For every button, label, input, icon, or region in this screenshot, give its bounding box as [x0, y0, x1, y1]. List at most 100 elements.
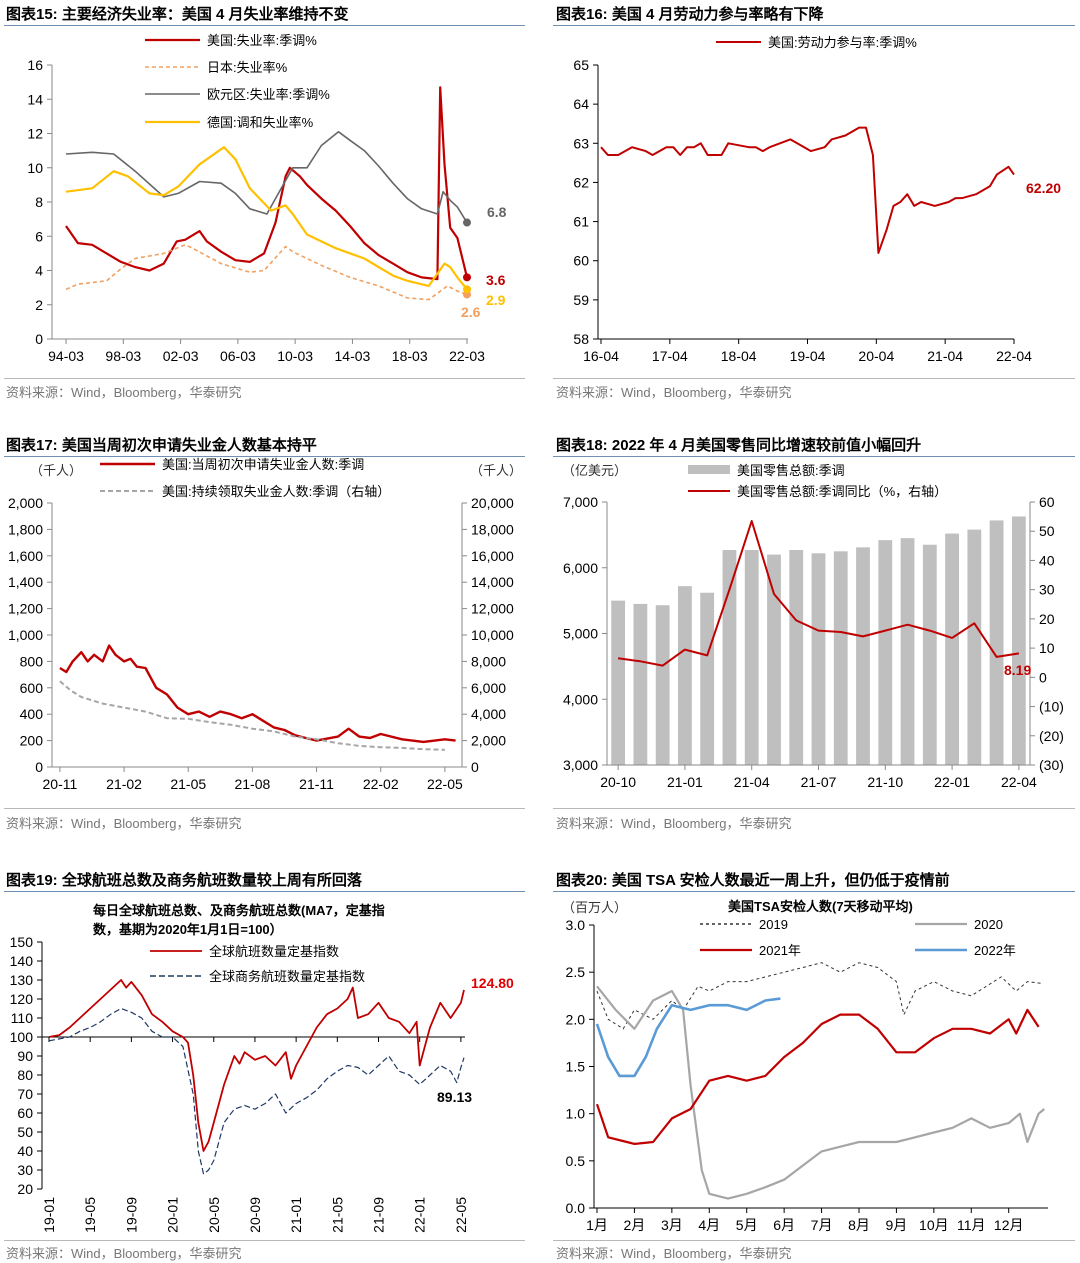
- y-tick-label: 60: [573, 253, 589, 269]
- y2-tick-label: 20: [1039, 611, 1055, 627]
- x-tick-label: 22-04: [1001, 774, 1037, 790]
- y2-tick-label: 50: [1039, 523, 1055, 539]
- value-annotation: 8.19: [1004, 662, 1031, 678]
- x-tick-label: 4月: [698, 1217, 720, 1233]
- x-tick-label: 1月: [586, 1217, 608, 1233]
- chart15-source: 资料来源：Wind，Bloomberg，华泰研究: [6, 385, 242, 400]
- x-tick-label: 14-03: [335, 348, 371, 364]
- chart18-bar: [1011, 516, 1026, 765]
- y2-tick-label: 10: [1039, 640, 1055, 656]
- chart17-source-divider: [4, 808, 525, 809]
- y-tick-label: 150: [10, 934, 34, 950]
- chart15-series-line: [65, 131, 468, 224]
- x-tick-label: 17-04: [652, 348, 688, 364]
- chart20-series-line: [595, 1008, 1040, 1146]
- y2-tick-label: 18,000: [471, 521, 514, 537]
- x-tick-label: 22-01: [934, 774, 970, 790]
- y-tick-label: 70: [17, 1086, 33, 1102]
- y-tick-label: 0: [35, 331, 43, 347]
- y-tick-label: 63: [573, 135, 589, 151]
- chart18-bar: [922, 544, 937, 765]
- chart18-bar: [722, 549, 737, 765]
- x-tick-label: 22-02: [363, 776, 399, 792]
- value-annotation: 2.9: [486, 292, 506, 308]
- x-tick-label: 21-04: [734, 774, 770, 790]
- x-tick-label: 2月: [624, 1217, 646, 1233]
- chart15-end-marker: [462, 285, 471, 294]
- y-tick-label: 0.5: [566, 1153, 586, 1169]
- chart18-bar: [700, 592, 715, 765]
- y-tick-label: 8: [35, 194, 43, 210]
- legend-label: 日本:失业率%: [207, 60, 288, 75]
- chart17-left-unit: （千人）: [30, 463, 83, 478]
- y-tick-label: 16: [27, 57, 43, 73]
- x-tick-label: 22-05: [453, 1197, 469, 1233]
- chart19-subtitle-line1: 每日全球航班总数、及商务航班总数(MA7，定基指: [93, 903, 385, 918]
- chart17-right-unit: （千人）: [470, 463, 523, 478]
- y2-tick-label: 6,000: [471, 680, 506, 696]
- chart18-source-divider: [553, 808, 1075, 809]
- chart18-title-divider: [553, 456, 1075, 457]
- y-tick-label: 62: [573, 174, 589, 190]
- x-tick-label: 20-11: [43, 776, 78, 792]
- x-tick-label: 20-09: [247, 1197, 263, 1233]
- y-tick-label: 4: [35, 263, 43, 279]
- chart16-source: 资料来源：Wind，Bloomberg，华泰研究: [556, 385, 792, 400]
- chart18-series-line: [617, 520, 1020, 667]
- chart18-bar: [811, 553, 826, 765]
- y-tick-label: 50: [17, 1124, 33, 1140]
- x-tick-label: 3月: [661, 1217, 683, 1233]
- chart18-bar: [789, 549, 804, 765]
- chart16-title: 图表16: 美国 4 月劳动力参与率略有下降: [556, 6, 824, 23]
- chart17-title: 图表17: 美国当周初次申请失业金人数基本持平: [6, 437, 317, 454]
- x-tick-label: 12月: [994, 1217, 1024, 1233]
- x-tick-label: 98-03: [105, 348, 141, 364]
- chart15-title-divider: [4, 25, 525, 26]
- y2-tick-label: 10,000: [471, 627, 514, 643]
- y-tick-label: 1.5: [566, 1059, 586, 1075]
- legend-swatch: [688, 465, 730, 474]
- y-tick-label: 200: [20, 733, 44, 749]
- x-tick-label: 22-03: [449, 348, 485, 364]
- x-tick-label: 18-03: [392, 348, 428, 364]
- y2-tick-label: 8,000: [471, 653, 506, 669]
- x-tick-label: 19-05: [82, 1197, 98, 1233]
- y2-tick-label: 40: [1039, 552, 1055, 568]
- x-tick-label: 21-10: [867, 774, 903, 790]
- y-tick-label: 1,800: [8, 521, 43, 537]
- chart17-series-line: [59, 680, 445, 751]
- legend-label: 2020: [974, 917, 1003, 932]
- chart15-series-line: [65, 86, 469, 281]
- chart18-bar: [744, 549, 759, 765]
- chart20-left-unit: （百万人）: [562, 900, 628, 915]
- chart18-bar: [633, 603, 648, 765]
- x-tick-label: 94-03: [48, 348, 84, 364]
- y-tick-label: 5,000: [563, 626, 598, 642]
- x-tick-label: 10月: [919, 1217, 949, 1233]
- x-tick-label: 21-05: [170, 776, 206, 792]
- y-tick-label: 0: [35, 759, 43, 775]
- legend-label: 2022年: [974, 943, 1016, 958]
- chart18-title: 图表18: 2022 年 4 月美国零售同比增速较前值小幅回升: [556, 437, 922, 454]
- x-tick-label: 06-03: [220, 348, 256, 364]
- y-tick-label: 60: [17, 1105, 33, 1121]
- chart20-title-divider: [553, 891, 1075, 892]
- chart19-subtitle-line2: 数，基期为2020年1月1日=100）: [93, 922, 283, 937]
- y-tick-label: 140: [10, 953, 34, 969]
- x-tick-label: 19-01: [41, 1197, 57, 1233]
- y-tick-label: 3,000: [563, 757, 598, 773]
- y-tick-label: 2,000: [8, 495, 43, 511]
- value-annotation: 124.80: [471, 975, 514, 991]
- y-tick-label: 110: [11, 1010, 34, 1026]
- y2-tick-label: 2,000: [471, 733, 506, 749]
- legend-label: 2019: [759, 917, 788, 932]
- chart18-bar: [967, 529, 982, 765]
- chart16-source-divider: [553, 378, 1075, 379]
- y-tick-label: 3.0: [566, 917, 586, 933]
- value-annotation: 3.6: [486, 272, 506, 288]
- chart15-end-marker: [462, 273, 471, 282]
- chart18-bar: [989, 520, 1004, 765]
- chart19-title-divider: [4, 891, 525, 892]
- y-tick-label: 6,000: [563, 560, 598, 576]
